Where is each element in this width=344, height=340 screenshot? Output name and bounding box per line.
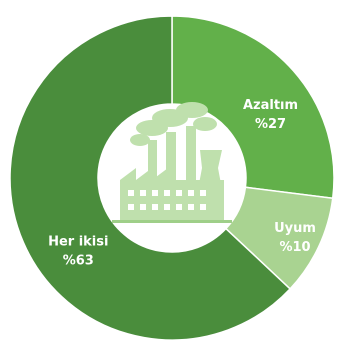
slice-value-0: %27: [255, 117, 286, 132]
donut-slice-2: [9, 15, 292, 340]
slice-value-1: %10: [279, 240, 310, 255]
slices-layer: [9, 15, 335, 340]
slice-label-0: Azaltım: [243, 98, 298, 113]
slice-label-1: Uyum: [274, 221, 316, 236]
factory-smokestacks-icon: [112, 102, 232, 223]
slice-label-2: Her ikisi: [48, 235, 108, 250]
labels-layer: Azaltım %27 Uyum %10 Her ikisi %63: [48, 98, 316, 269]
slice-value-2: %63: [63, 254, 94, 269]
